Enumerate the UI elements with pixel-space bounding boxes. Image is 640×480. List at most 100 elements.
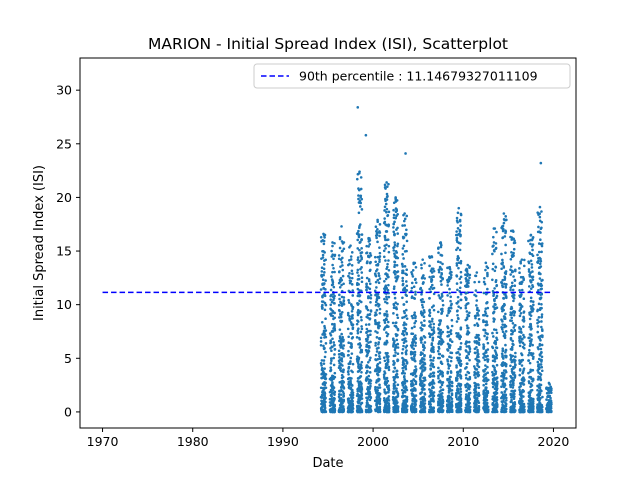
data-point	[522, 390, 525, 393]
data-point	[342, 247, 346, 251]
data-point	[510, 329, 513, 332]
data-point	[357, 356, 361, 360]
data-point	[504, 351, 507, 354]
data-point	[346, 410, 350, 414]
data-point	[332, 396, 336, 400]
data-point	[510, 369, 514, 373]
data-point	[387, 368, 391, 372]
data-point	[521, 345, 525, 349]
data-point	[323, 383, 327, 387]
data-point	[403, 212, 406, 215]
data-point	[509, 338, 513, 341]
data-point	[342, 296, 346, 299]
data-point	[492, 310, 496, 314]
data-point	[467, 410, 471, 413]
data-point	[365, 251, 369, 254]
data-point	[321, 250, 324, 253]
data-point	[518, 373, 522, 377]
data-point	[357, 261, 360, 264]
data-point	[358, 336, 361, 340]
data-point	[519, 382, 523, 386]
data-point	[493, 398, 497, 401]
data-point	[439, 275, 442, 279]
data-point	[474, 393, 477, 397]
data-point	[448, 287, 451, 291]
data-point	[356, 312, 360, 315]
data-point	[518, 410, 521, 414]
data-point	[501, 278, 504, 282]
data-point	[466, 378, 470, 381]
data-point	[432, 365, 436, 369]
data-point	[396, 232, 400, 235]
data-point	[392, 226, 395, 229]
data-point	[539, 405, 543, 408]
data-point	[386, 185, 389, 188]
data-point	[537, 257, 540, 260]
data-point	[511, 332, 514, 336]
data-point	[392, 287, 396, 291]
data-point	[357, 274, 360, 277]
data-point	[342, 370, 345, 374]
data-point	[423, 376, 427, 380]
data-point	[467, 371, 471, 375]
data-point	[401, 253, 405, 256]
data-point	[385, 297, 389, 301]
data-point	[392, 392, 396, 395]
data-point	[322, 273, 325, 277]
data-point	[392, 208, 395, 212]
data-point	[413, 297, 416, 300]
data-point	[339, 343, 343, 347]
data-point	[429, 397, 433, 401]
data-point	[385, 198, 389, 201]
data-point	[375, 379, 379, 382]
data-point	[342, 241, 346, 244]
data-point	[323, 392, 327, 395]
data-point	[405, 317, 409, 320]
data-point	[493, 302, 497, 306]
data-point	[333, 253, 337, 257]
data-point	[486, 405, 490, 409]
data-point	[423, 341, 427, 344]
data-point	[448, 330, 452, 334]
data-point	[373, 319, 377, 322]
data-point	[347, 400, 351, 403]
data-point	[528, 274, 532, 278]
data-point	[385, 331, 388, 334]
data-point	[500, 400, 504, 403]
data-point	[540, 316, 543, 319]
data-point	[369, 395, 372, 399]
data-point	[475, 396, 479, 400]
data-point	[512, 407, 516, 411]
data-point	[409, 350, 413, 354]
data-point	[486, 410, 490, 414]
data-point	[392, 345, 395, 348]
data-point	[341, 249, 344, 253]
data-point	[504, 295, 508, 298]
data-point	[446, 362, 450, 366]
data-point	[376, 372, 379, 375]
data-point	[369, 340, 372, 344]
data-point	[518, 344, 522, 348]
data-point	[338, 328, 342, 331]
data-point	[540, 244, 544, 248]
data-point	[369, 384, 372, 388]
data-point	[456, 288, 459, 292]
data-point	[414, 290, 417, 294]
data-point	[528, 344, 532, 348]
data-point	[512, 247, 516, 251]
data-point	[476, 311, 479, 315]
data-point	[468, 340, 471, 344]
data-point	[392, 249, 396, 252]
data-point	[503, 317, 507, 320]
data-point	[320, 266, 324, 270]
data-point	[421, 258, 424, 261]
data-point	[321, 303, 324, 307]
data-point	[527, 394, 531, 398]
data-point	[386, 320, 390, 324]
data-point	[333, 353, 336, 356]
data-point	[321, 253, 325, 257]
data-point	[358, 199, 362, 203]
data-point	[347, 404, 351, 408]
data-point	[468, 276, 471, 280]
data-point	[482, 406, 486, 409]
